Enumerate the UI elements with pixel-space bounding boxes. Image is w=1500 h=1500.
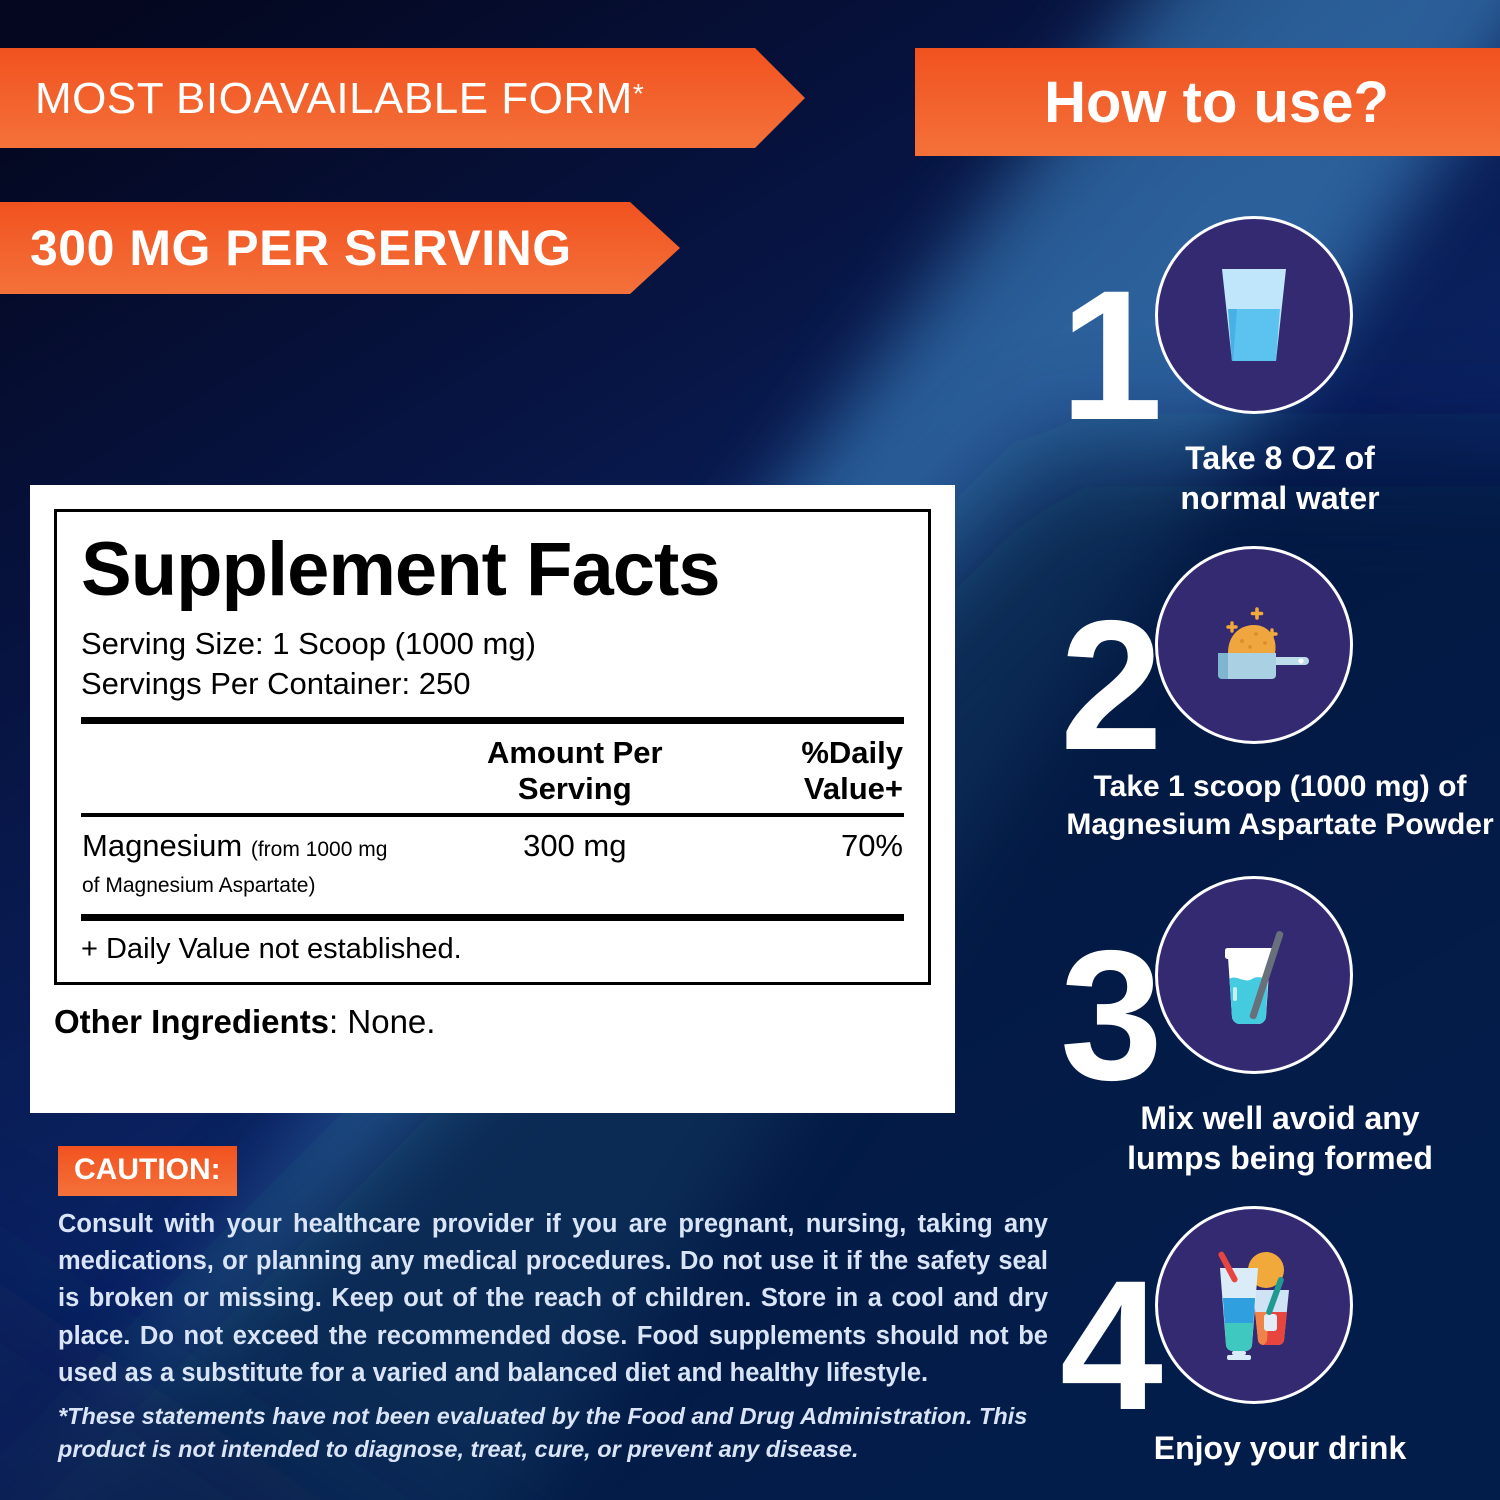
svg-text:MOST BIOAVAILABLE FORM*: MOST BIOAVAILABLE FORM* [35, 74, 644, 123]
svg-text:300 MG PER SERVING: 300 MG PER SERVING [30, 220, 572, 276]
